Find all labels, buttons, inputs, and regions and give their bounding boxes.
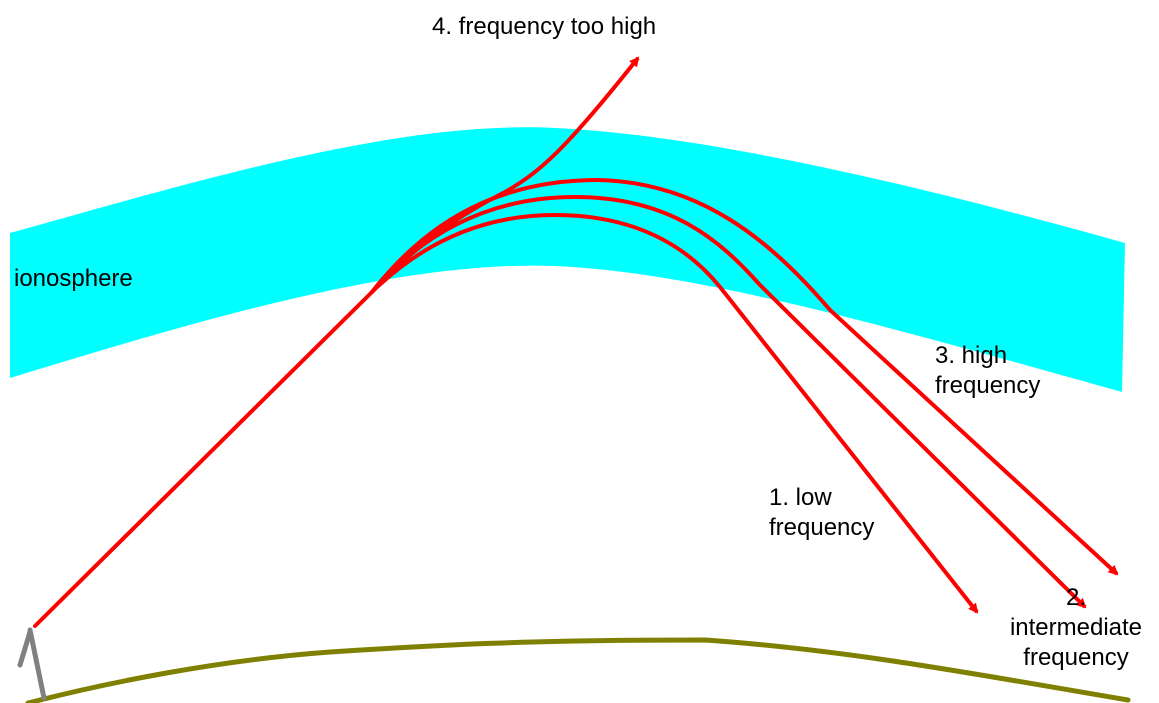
ray-2-label-line-3: frequency [1023,644,1129,671]
ray-4-label: 4. frequency too high [432,13,657,40]
ray-3-label-line-1: 3. high [935,342,1008,369]
ray-2-label: 2. intermediate frequency [996,583,1156,673]
ray-2-label-line-1: 2. [1065,584,1086,611]
ionosphere-layer [10,127,1125,393]
ray-3-label: 3. high frequency [935,341,1040,401]
ray-1-label: 1. low frequency [769,483,874,543]
launch-ray [33,290,374,628]
ground-surface [25,637,1131,703]
ray-low-frequency [370,212,979,614]
antenna-icon [17,627,47,701]
ray-high-frequency [370,177,1119,576]
ray-2-label-line-2: intermediate [1009,614,1143,641]
ray-frequency-too-high [370,56,640,294]
ray-1-label-line-1: 1. low [769,484,832,511]
ionosphere-label: ionosphere [14,265,133,292]
ray-1-label-line-2: frequency [769,514,875,541]
ray-3-label-line-2: frequency [935,372,1041,399]
